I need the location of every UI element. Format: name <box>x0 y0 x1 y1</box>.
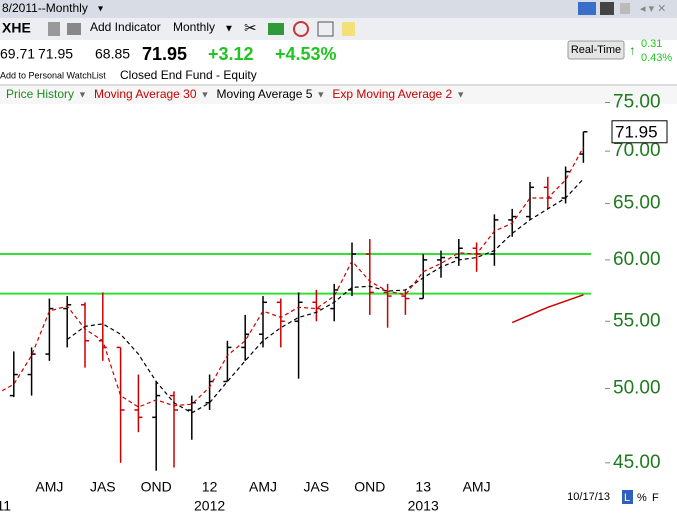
up-arrow: ↑ <box>629 42 636 57</box>
list-icon[interactable] <box>48 22 60 36</box>
period[interactable]: Monthly <box>173 20 215 34</box>
y-tick-label: 60.00 <box>613 249 661 270</box>
note-icon[interactable] <box>342 22 355 36</box>
x-tick-label: JAS <box>304 479 330 495</box>
last-price-box <box>611 120 668 144</box>
quote-open: 69.71 <box>0 46 35 62</box>
quote-low: 68.85 <box>95 46 130 62</box>
y-tick-label: 45.00 <box>613 452 661 473</box>
legend-entry[interactable]: Exp Moving Average 2 <box>332 87 452 101</box>
toolbar <box>0 18 677 40</box>
indicator-line <box>66 178 584 414</box>
y-tick-label: 50.00 <box>613 378 661 399</box>
indicator-line <box>0 146 584 408</box>
s-button[interactable] <box>578 2 596 15</box>
mode-f[interactable]: F <box>652 492 659 504</box>
l-button[interactable] <box>622 490 633 504</box>
rt-change-pct: 0.43% <box>641 52 672 64</box>
realtime-label[interactable]: Real-Time <box>571 44 621 56</box>
mode-l[interactable]: L <box>624 492 630 504</box>
date: 10/17/13 <box>567 491 610 503</box>
save-icon[interactable] <box>620 3 630 14</box>
x-year-label: 2013 <box>408 498 439 514</box>
realtime-button[interactable] <box>567 40 625 60</box>
x-tick-label: AMJ <box>249 479 277 495</box>
bars-icon[interactable] <box>268 23 284 35</box>
legend-arrow: ▼ <box>456 89 465 99</box>
quote-high: 71.95 <box>38 46 73 62</box>
legend-bar <box>0 86 677 104</box>
x-tick-label: OND <box>141 479 172 495</box>
x-year-label: 2012 <box>194 498 225 514</box>
quote-change: +3.12 <box>208 44 254 64</box>
window-title: 8/2011--Monthly <box>2 1 88 15</box>
grid-icon[interactable] <box>317 21 334 37</box>
window-controls[interactable]: ◂ ▾ ✕ <box>640 3 666 15</box>
y-tick-label: 70.00 <box>613 140 661 161</box>
rt-change: 0.31 <box>641 38 662 50</box>
legend-arrow: ▼ <box>316 89 325 99</box>
title-bar <box>0 0 677 18</box>
legend-arrow: ▼ <box>78 89 87 99</box>
legend-entry[interactable]: Moving Average 30 <box>94 87 197 101</box>
x-year-label: 2011 <box>0 498 11 514</box>
y-tick-label: 75.00 <box>613 92 661 113</box>
quote-last: 71.95 <box>142 44 187 64</box>
mode-pct[interactable]: % <box>637 492 647 504</box>
tv-button[interactable] <box>600 2 614 15</box>
fund-type: Closed End Fund - Equity <box>120 68 257 82</box>
add-indicator[interactable]: Add Indicator <box>90 20 161 34</box>
x-tick-label: 12 <box>202 479 218 495</box>
x-tick-label: 13 <box>415 479 431 495</box>
watchlist-link[interactable]: Add to Personal WatchList <box>0 70 106 80</box>
plot <box>0 131 591 471</box>
tools-icon[interactable]: ✂ <box>244 20 257 37</box>
legend-entry[interactable]: Moving Average 5 <box>217 87 313 101</box>
period-arrow[interactable]: ▼ <box>224 24 234 35</box>
x-tick-label: OND <box>354 479 385 495</box>
alarm-icon[interactable] <box>293 21 309 37</box>
x-tick-label: AMJ <box>463 479 491 495</box>
indicator-line <box>511 294 584 324</box>
last-price-label: 71.95 <box>615 122 658 141</box>
y-tick-label: 55.00 <box>613 310 661 331</box>
legend-entry[interactable]: Price History <box>6 87 74 101</box>
print-icon[interactable] <box>67 23 81 35</box>
x-tick-label: JAS <box>90 479 116 495</box>
symbol[interactable]: XHE <box>2 20 31 36</box>
x-tick-label: AMJ <box>35 479 63 495</box>
y-tick-label: 65.00 <box>613 192 661 213</box>
legend-arrow: ▼ <box>201 89 210 99</box>
dropdown-arrow[interactable]: ▾ <box>98 4 103 15</box>
quote-change-pct: +4.53% <box>275 44 337 64</box>
